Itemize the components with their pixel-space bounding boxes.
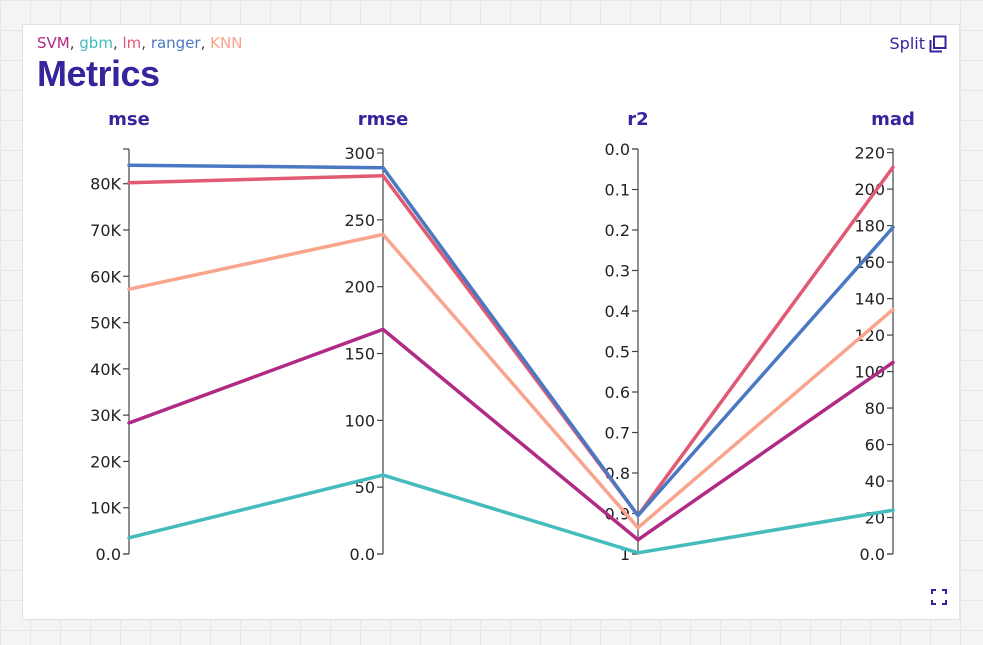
parallel-coordinates-chart: mse 0.0 10K 20K 30K 40K 50K 60K 70K 80K rmse 0.0 50 1… <box>90 109 915 564</box>
tick-label: 100 <box>344 411 375 430</box>
tick-label: 0.3 <box>605 262 630 281</box>
tick-label: 220 <box>854 144 885 163</box>
axis-mse[interactable]: mse 0.0 10K 20K 30K 40K 50K 60K 70K 80K <box>90 109 150 564</box>
legend-separator: , <box>112 34 123 52</box>
tick-label: 0.0 <box>96 545 121 564</box>
tick-label: 180 <box>854 217 885 236</box>
tick-label: 70K <box>90 221 121 240</box>
tick-label: 0.0 <box>350 545 375 564</box>
tick-label: 20K <box>90 452 121 471</box>
tick-label: 40K <box>90 360 121 379</box>
series-line-knn[interactable] <box>127 232 895 530</box>
axes: mse 0.0 10K 20K 30K 40K 50K 60K 70K 80K rmse 0.0 50 1… <box>90 109 915 564</box>
series-line-lm[interactable] <box>127 165 895 518</box>
metrics-card: SVM, gbm, lm, ranger, KNN Metrics Split … <box>22 24 960 620</box>
tick-label: 10K <box>90 499 121 518</box>
tick-label: 80 <box>865 399 885 418</box>
legend-item-ranger[interactable]: ranger <box>150 34 201 52</box>
series-line-ranger[interactable] <box>127 163 895 518</box>
tick-label: 100 <box>854 363 885 382</box>
tick-label: 80K <box>90 175 121 194</box>
split-label: Split <box>889 34 925 53</box>
tick-label: 140 <box>854 290 885 309</box>
series-lines <box>127 163 895 555</box>
tick-label: 0.2 <box>605 221 630 240</box>
legend-separator: , <box>141 34 151 52</box>
legend-item-gbm[interactable]: gbm <box>79 34 113 52</box>
tick-label: 50 <box>355 478 375 497</box>
series-line-svm[interactable] <box>127 327 895 542</box>
tick-label: 200 <box>344 278 375 297</box>
tick-label: 200 <box>854 180 885 199</box>
axis-title-r2: r2 <box>627 109 648 130</box>
series-line-gbm[interactable] <box>127 473 895 555</box>
tick-label: 1 <box>620 545 630 564</box>
tick-label: 0.6 <box>605 383 630 402</box>
axis-title-mse: mse <box>108 109 150 130</box>
axis-title-mad: mad <box>871 109 915 130</box>
legend: SVM, gbm, lm, ranger, KNN <box>37 34 242 52</box>
tick-label: 0.5 <box>605 343 630 362</box>
tick-label: 60K <box>90 267 121 286</box>
tick-label: 0.1 <box>605 181 630 200</box>
axis-rmse[interactable]: rmse 0.0 50 100 150 200 250 300 <box>344 109 408 564</box>
tick-label: 40 <box>865 472 885 491</box>
tick-label: 0.0 <box>605 140 630 159</box>
tick-label: 50K <box>90 314 121 333</box>
tick-label: 30K <box>90 406 121 425</box>
legend-separator: , <box>69 34 80 52</box>
split-window-icon <box>929 35 947 52</box>
tick-label: 160 <box>854 253 885 272</box>
legend-item-svm[interactable]: SVM <box>37 34 70 52</box>
tick-label: 120 <box>854 326 885 345</box>
tick-label: 150 <box>344 345 375 364</box>
tick-label: 0.7 <box>605 424 630 443</box>
tick-label: 0.4 <box>605 302 630 321</box>
tick-label: 300 <box>344 144 375 163</box>
tick-label: 60 <box>865 436 885 455</box>
legend-separator: , <box>200 34 211 52</box>
tick-label: 250 <box>344 211 375 230</box>
axis-title-rmse: rmse <box>358 109 409 130</box>
page-title: Metrics <box>37 53 160 94</box>
legend-item-knn[interactable]: KNN <box>210 34 243 52</box>
legend-item-lm[interactable]: lm <box>122 34 142 52</box>
tick-label: 0.0 <box>860 545 885 564</box>
fullscreen-icon[interactable] <box>931 589 947 605</box>
split-button[interactable]: Split <box>890 34 947 53</box>
